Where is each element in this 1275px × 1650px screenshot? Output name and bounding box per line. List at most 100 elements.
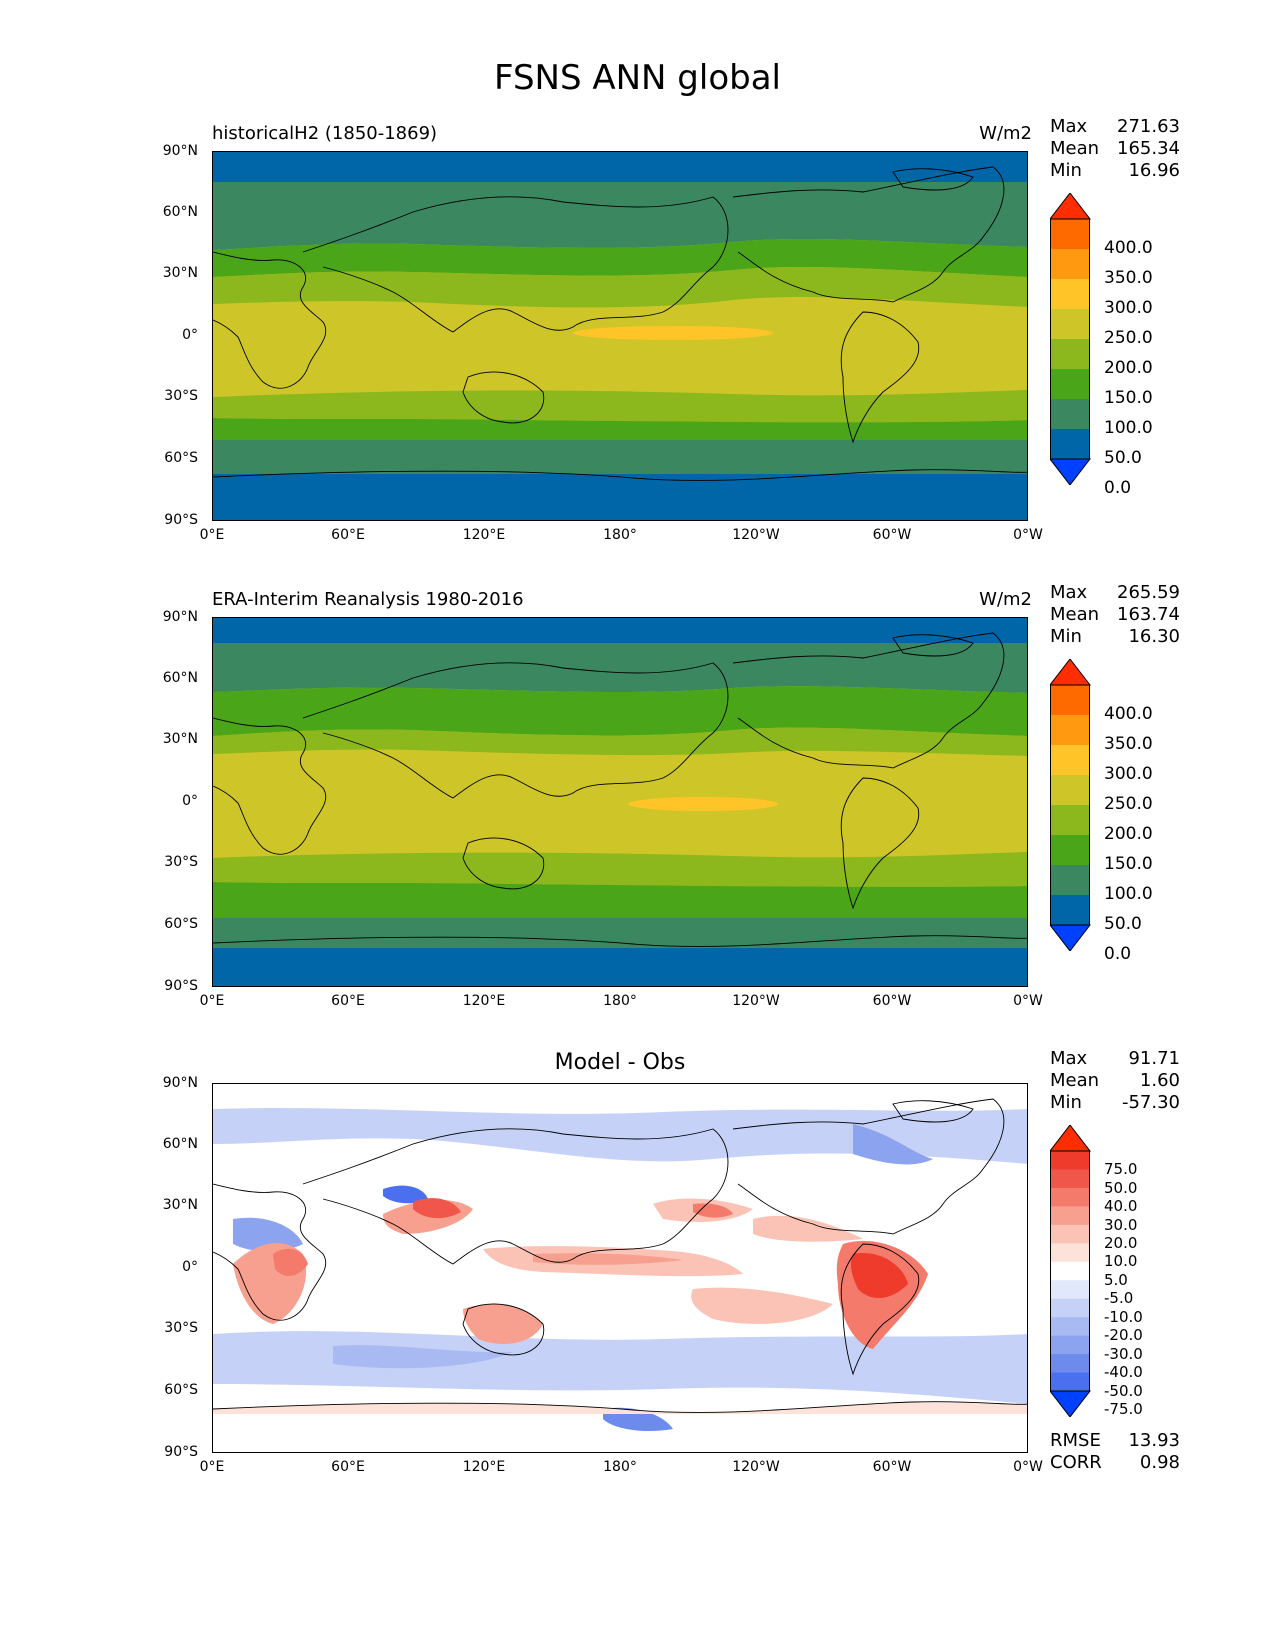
mean-label: Mean xyxy=(1050,1070,1100,1091)
colorbar-segment xyxy=(1050,1243,1090,1263)
colorbar-tick-label: 350.0 xyxy=(1104,734,1153,755)
colorbar-tick-label: 250.0 xyxy=(1104,328,1153,349)
xtick-120e: 120°E xyxy=(462,1459,506,1475)
colorbar-segment xyxy=(1050,715,1090,746)
xtick-60w: 60°W xyxy=(872,993,912,1009)
xtick-0w: 0°W xyxy=(1013,993,1043,1009)
colorbar-tick-label: 300.0 xyxy=(1104,298,1153,319)
colorbar-segment xyxy=(1050,745,1090,776)
max-label: Max xyxy=(1050,116,1088,137)
ytick-90n: 90°N xyxy=(162,609,198,625)
colorbar-tick-label: 150.0 xyxy=(1104,854,1153,875)
xtick-60w: 60°W xyxy=(872,1459,912,1475)
colorbar-tick-label: 50.0 xyxy=(1104,914,1142,935)
xtick-120e: 120°E xyxy=(462,993,506,1009)
colorbar-segment xyxy=(1050,1224,1090,1244)
colorbar-cap-top xyxy=(1050,193,1092,220)
colorbar-tick-label: 10.0 xyxy=(1104,1252,1138,1271)
ytick-0: 0° xyxy=(182,327,198,343)
colorbar-tick-label: -5.0 xyxy=(1104,1289,1134,1308)
colorbar-tick-label: 400.0 xyxy=(1104,238,1153,259)
max-value: 265.59 xyxy=(1117,582,1180,603)
colorbar-tick-label: 400.0 xyxy=(1104,704,1153,725)
colorbar-segment xyxy=(1050,249,1090,280)
min-value: 16.96 xyxy=(1128,160,1180,181)
panel-2-field xyxy=(213,618,1027,986)
max-value: 91.71 xyxy=(1128,1048,1180,1069)
xtick-120w: 120°W xyxy=(732,527,780,543)
xtick-0w: 0°W xyxy=(1013,1459,1043,1475)
ytick-30s: 30°S xyxy=(164,1320,198,1336)
colorbar-segment xyxy=(1050,895,1090,926)
colorbar-segment xyxy=(1050,369,1090,400)
colorbar-frame xyxy=(1050,218,1090,460)
panel-1-field xyxy=(213,152,1027,520)
colorbar-segment xyxy=(1050,429,1090,460)
xtick-180: 180° xyxy=(603,993,637,1009)
colorbar-tick-label: 250.0 xyxy=(1104,794,1153,815)
panel-1-map xyxy=(212,151,1028,521)
colorbar-segment xyxy=(1050,1261,1090,1281)
mean-label: Mean xyxy=(1050,604,1100,625)
colorbar-segment xyxy=(1050,1169,1090,1189)
colorbar-tick-label: 350.0 xyxy=(1104,268,1153,289)
min-label: Min xyxy=(1050,160,1082,181)
ytick-30n: 30°N xyxy=(162,265,198,281)
mean-value: 163.74 xyxy=(1117,604,1180,625)
max-label: Max xyxy=(1050,1048,1088,1069)
colorbar-segment xyxy=(1050,1206,1090,1226)
panel-1-units: W/m2 xyxy=(979,123,1032,144)
panel-2-colorbar-labels: 400.0 350.0 300.0 250.0 200.0 150.0 100.0 50.0 0… xyxy=(1100,659,1170,964)
panel-2-stats: Max 265.59 Mean 163.74 Min 16.30 xyxy=(1050,582,1180,648)
panel-2-units: W/m2 xyxy=(979,589,1032,610)
max-value: 271.63 xyxy=(1117,116,1180,137)
colorbar-frame xyxy=(1050,684,1090,926)
panel-2-colorbar xyxy=(1050,659,1094,951)
min-label: Min xyxy=(1050,1092,1082,1113)
colorbar-segment xyxy=(1050,219,1090,250)
xtick-120w: 120°W xyxy=(732,993,780,1009)
xtick-120e: 120°E xyxy=(462,527,506,543)
colorbar-graphic xyxy=(1050,193,1092,485)
colorbar-tick-label: 50.0 xyxy=(1104,448,1142,469)
colorbar-segment xyxy=(1050,835,1090,866)
ytick-60n: 60°N xyxy=(162,670,198,686)
figure-title: FSNS ANN global xyxy=(494,58,781,98)
xtick-0e: 0°E xyxy=(199,993,225,1009)
colorbar-graphic xyxy=(1050,659,1092,951)
colorbar-segment xyxy=(1050,1280,1090,1300)
colorbar-tick-label: -40.0 xyxy=(1104,1363,1143,1382)
colorbar-cap-bottom xyxy=(1050,924,1092,951)
colorbar-tick-label: 30.0 xyxy=(1104,1215,1138,1234)
colorbar-segment xyxy=(1050,1335,1090,1355)
colorbar-tick-label: 200.0 xyxy=(1104,824,1153,845)
colorbar-segment xyxy=(1050,309,1090,340)
ytick-60n: 60°N xyxy=(162,204,198,220)
xtick-0e: 0°E xyxy=(199,1459,225,1475)
mean-label: Mean xyxy=(1050,138,1100,159)
colorbar-segment xyxy=(1050,1298,1090,1318)
colorbar-segment xyxy=(1050,339,1090,370)
xtick-0e: 0°E xyxy=(199,527,225,543)
rmse-value: 13.93 xyxy=(1128,1430,1180,1451)
xtick-180: 180° xyxy=(603,1459,637,1475)
panel-2-title: ERA-Interim Reanalysis 1980-2016 xyxy=(212,589,524,610)
colorbar-cap-top xyxy=(1050,1125,1092,1152)
colorbar-tick-label: 100.0 xyxy=(1104,884,1153,905)
colorbar-tick-label: 0.0 xyxy=(1104,944,1132,965)
colorbar-graphic xyxy=(1050,1125,1092,1417)
panel-1-colorbar-labels: 400.0 350.0 300.0 250.0 200.0 150.0 100.0 50.0 0… xyxy=(1100,193,1170,498)
xtick-60e: 60°E xyxy=(331,1459,365,1475)
panel-2-map xyxy=(212,617,1028,987)
panel-3-colorbar xyxy=(1050,1125,1094,1417)
colorbar-cap-top xyxy=(1050,659,1092,686)
xtick-60e: 60°E xyxy=(331,993,365,1009)
ytick-60s: 60°S xyxy=(164,1382,198,1398)
ytick-60n: 60°N xyxy=(162,1136,198,1152)
mean-value: 165.34 xyxy=(1117,138,1180,159)
corr-label: CORR xyxy=(1050,1452,1102,1473)
mean-value: 1.60 xyxy=(1139,1070,1180,1091)
colorbar-cap-bottom xyxy=(1050,1390,1092,1417)
colorbar-tick-label: 200.0 xyxy=(1104,358,1153,379)
ytick-60s: 60°S xyxy=(164,916,198,932)
